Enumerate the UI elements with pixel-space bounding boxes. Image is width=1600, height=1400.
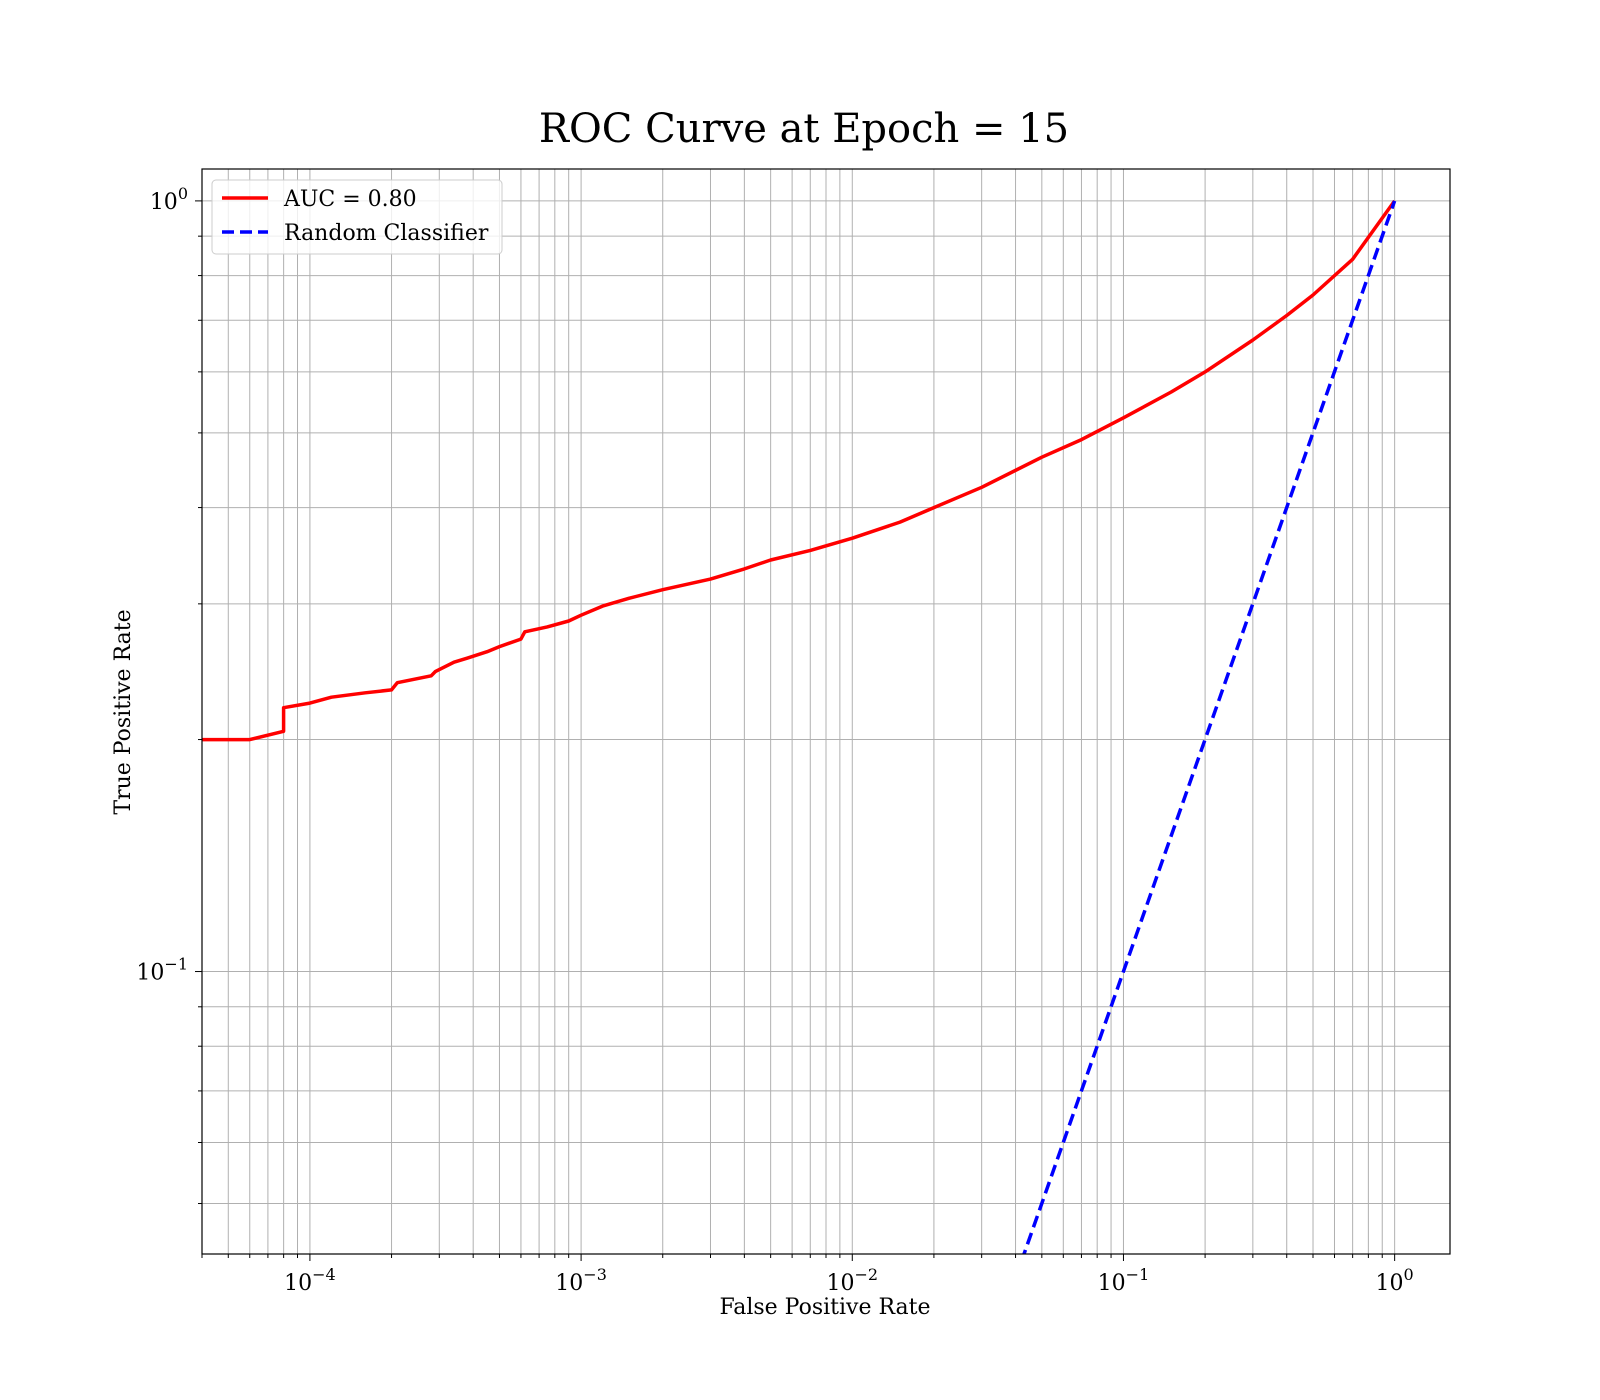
legend-label-random: Random Classifier	[284, 221, 489, 246]
x-tick-label: 10−3	[555, 1265, 607, 1296]
legend-label-auc: AUC = 0.80	[283, 187, 417, 212]
tick-labels: 10−4 10−3 10−2 10−1 100 10−1 100	[136, 184, 1413, 1296]
x-axis-label: False Positive Rate	[719, 1295, 930, 1320]
chart-title: ROC Curve at Epoch = 15	[539, 106, 1069, 152]
series-lines	[202, 199, 1397, 1254]
y-tick-label: 10−1	[136, 955, 188, 986]
grid-lines	[201, 169, 1450, 1254]
x-tick-label: 10−1	[1098, 1265, 1150, 1296]
tick-marks	[195, 200, 1396, 1261]
x-tick-label: 100	[1376, 1265, 1414, 1296]
legend-box	[211, 179, 503, 255]
y-tick-label: 100	[150, 184, 188, 215]
y-axis-label: True Positive Rate	[111, 609, 136, 814]
random-classifier-line	[1022, 200, 1397, 1254]
x-tick-label: 10−4	[284, 1265, 336, 1296]
plot-frame	[201, 168, 1451, 1255]
legend: AUC = 0.80 Random Classifier	[211, 179, 503, 255]
roc-curve-line	[202, 199, 1397, 742]
x-tick-label: 10−2	[826, 1265, 878, 1296]
